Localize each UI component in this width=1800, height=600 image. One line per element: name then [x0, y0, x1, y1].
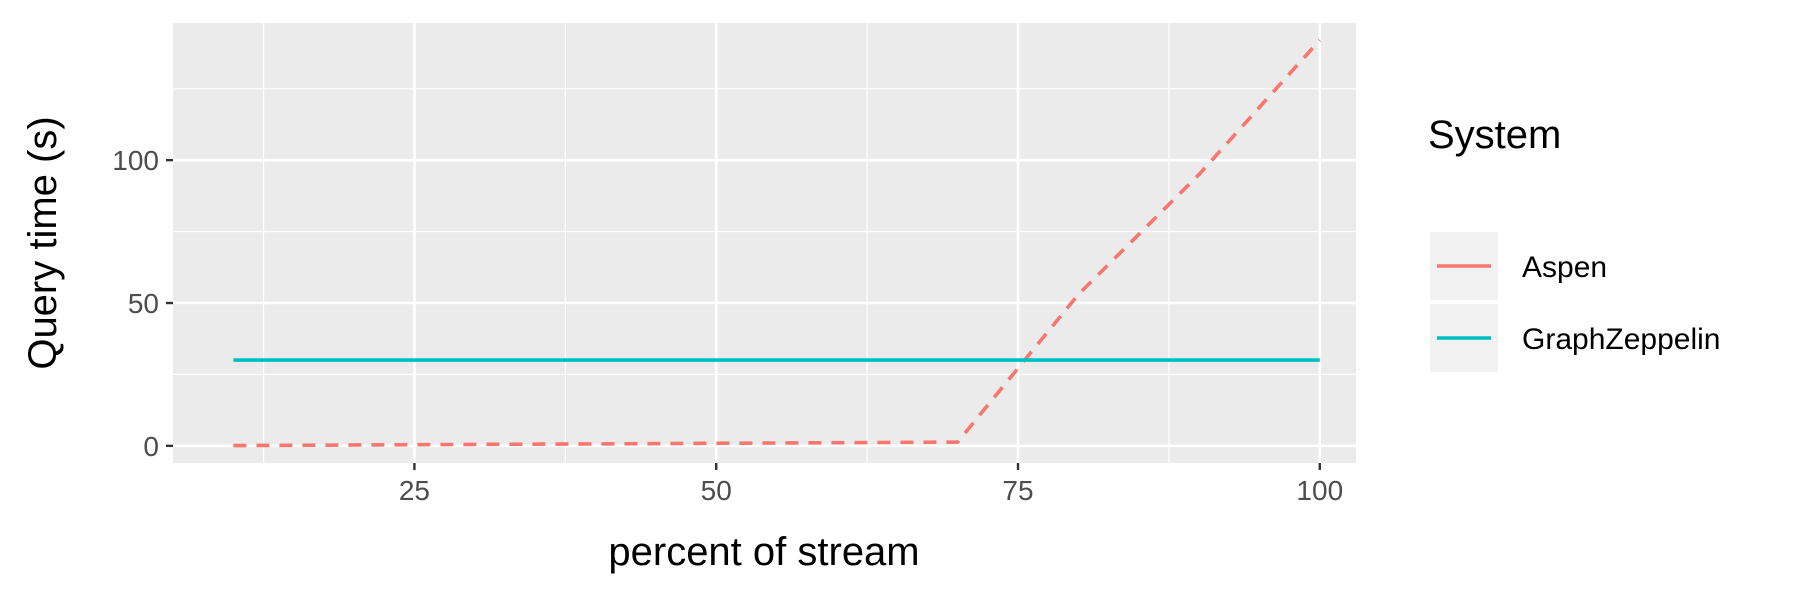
- x-axis: 25 50 75 100: [399, 463, 1343, 506]
- x-tick-label: 75: [1002, 475, 1033, 506]
- series-line-aspen: [233, 38, 1322, 448]
- legend-items: Aspen GraphZeppelin: [1430, 232, 1720, 372]
- grid-major: [173, 23, 1356, 463]
- y-tick-label: 100: [112, 145, 159, 176]
- x-tick-label: 50: [701, 475, 732, 506]
- y-axis: 0 50 100: [112, 145, 173, 462]
- y-axis-title: Query time (s): [21, 116, 65, 369]
- x-tick-label: 100: [1296, 475, 1343, 506]
- legend-label: Aspen: [1522, 251, 1607, 284]
- legend-label: GraphZeppelin: [1522, 323, 1720, 356]
- y-tick-label: 0: [143, 431, 159, 462]
- plot-panel: [173, 23, 1356, 463]
- legend: System Aspen GraphZeppelin: [1428, 113, 1720, 372]
- x-tick-label: 25: [399, 475, 430, 506]
- legend-title: System: [1428, 113, 1561, 157]
- y-tick-label: 50: [128, 288, 159, 319]
- series-layer: [233, 38, 1322, 448]
- x-axis-title: percent of stream: [608, 530, 919, 574]
- grid-minor: [173, 23, 1356, 463]
